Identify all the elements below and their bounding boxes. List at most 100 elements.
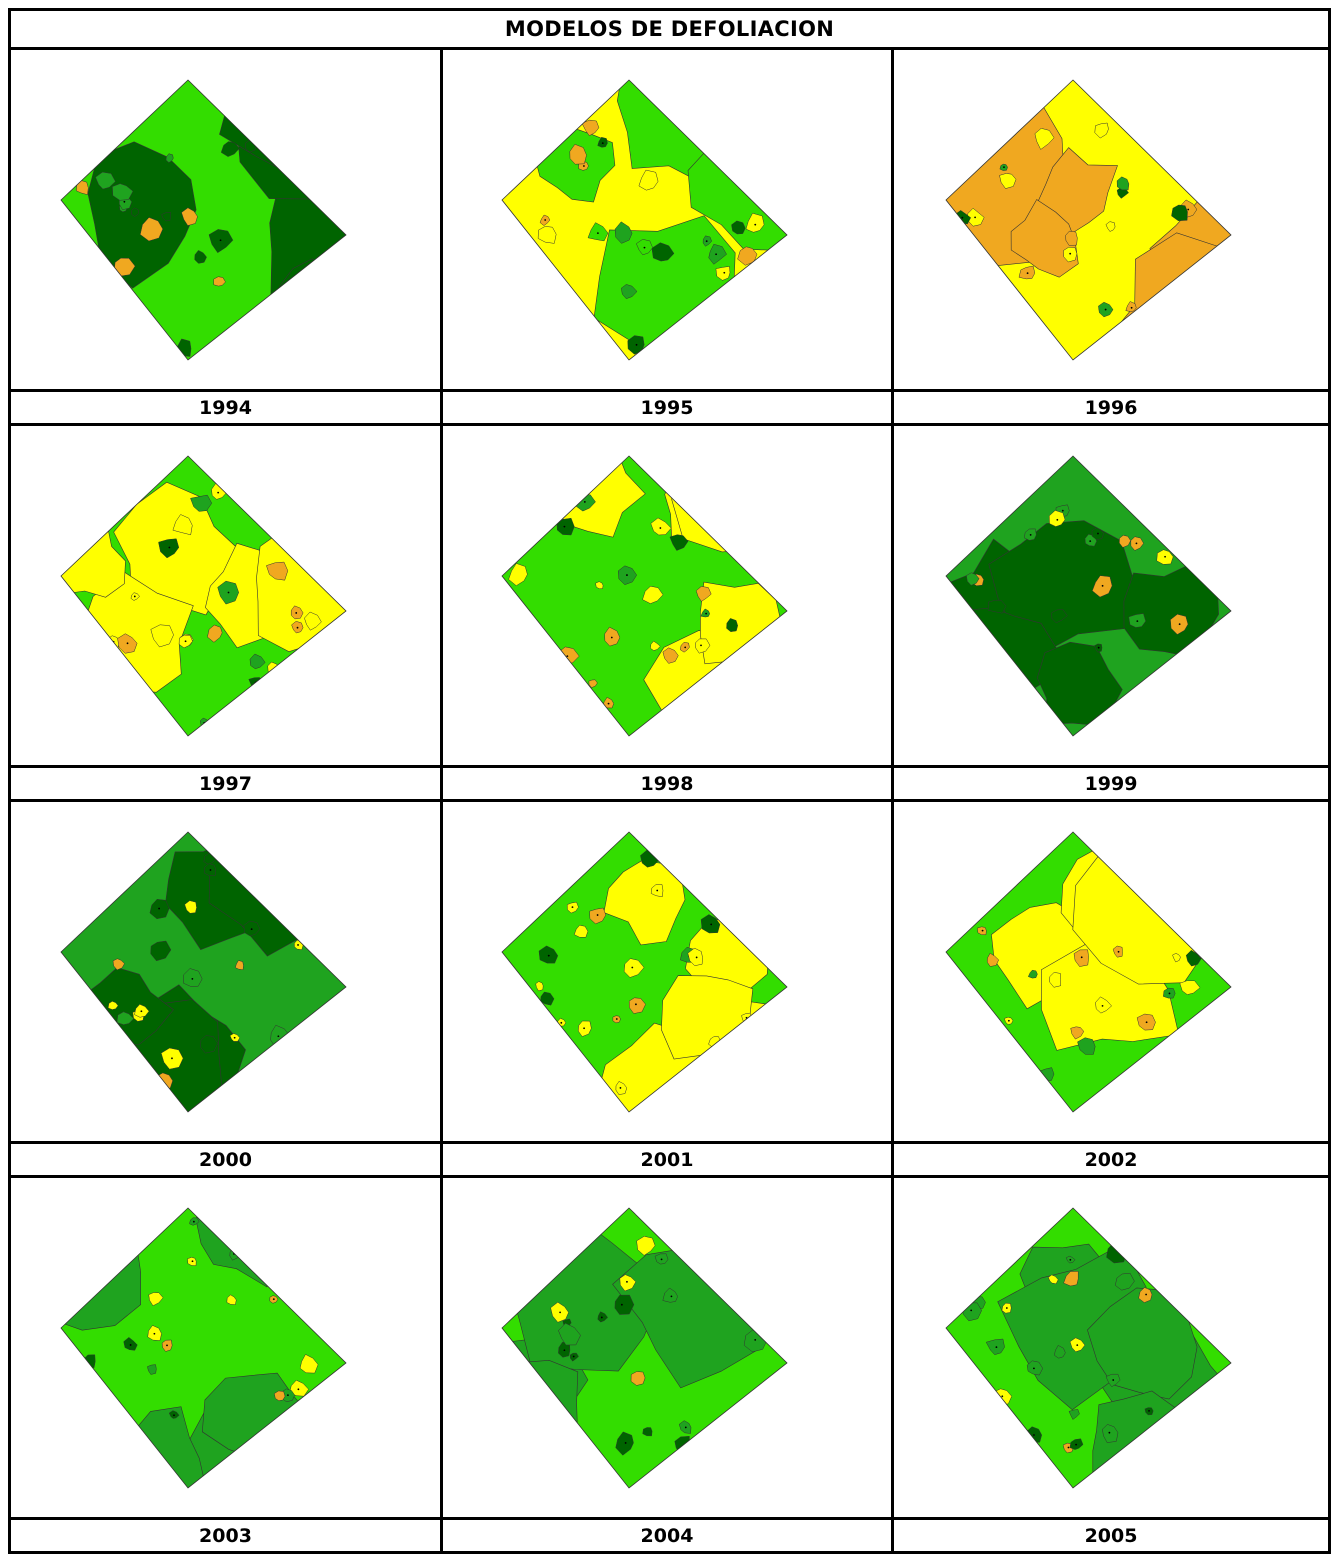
map-spot — [604, 626, 621, 646]
map-spot — [588, 679, 598, 688]
map-spot — [597, 1310, 609, 1322]
map-spot — [147, 1291, 163, 1306]
year-label: 1995 — [640, 396, 694, 419]
map-spot — [1185, 949, 1202, 966]
sample-point — [233, 1036, 236, 1039]
year-label: 2005 — [1084, 1524, 1138, 1547]
map-spot — [650, 517, 672, 535]
map-spot — [122, 1336, 138, 1351]
map-spot — [273, 1390, 285, 1401]
sample-point — [1029, 533, 1032, 536]
plot-outline — [59, 454, 347, 737]
year-cell-2004: 2004 — [440, 1517, 894, 1554]
sample-point — [209, 868, 211, 871]
map-spot — [208, 228, 233, 253]
map-spot — [1125, 300, 1137, 312]
map-cell-2004 — [440, 1175, 894, 1520]
sample-point — [695, 956, 698, 958]
map-spot — [113, 257, 135, 276]
defoliation-sheet: MODELOS DE DEFOLIACION 1994 1995 1996 1997 1… — [7, 8, 1332, 1559]
map-spot — [636, 1235, 656, 1256]
map-spot — [265, 561, 288, 580]
year-label: 1998 — [640, 772, 694, 795]
sample-point — [1075, 1443, 1078, 1446]
sample-point — [961, 216, 964, 219]
year-label: 2003 — [199, 1524, 252, 1547]
map-cell-1998 — [440, 423, 894, 768]
map-spot — [540, 991, 555, 1005]
plot-outline — [501, 454, 788, 737]
map-spot — [146, 1363, 157, 1375]
sample-point — [1187, 208, 1190, 210]
sample-point — [184, 639, 186, 642]
sample-point — [601, 141, 604, 144]
sample-point — [566, 654, 569, 657]
year-cell-1995: 1995 — [440, 389, 894, 426]
sample-point — [1164, 555, 1166, 558]
sample-point — [710, 923, 713, 925]
sample-point — [1056, 518, 1059, 521]
map-spot — [556, 517, 575, 535]
map-spot — [212, 275, 226, 286]
map-spot — [623, 957, 645, 978]
map-spot — [249, 653, 266, 669]
sample-point — [610, 636, 613, 638]
plot-outline — [501, 1206, 788, 1489]
map-cell-2002 — [890, 799, 1332, 1144]
map-spot — [986, 952, 1000, 967]
plot-outline — [945, 1206, 1232, 1489]
sample-point — [1145, 1020, 1148, 1023]
year-label: 1994 — [199, 396, 252, 419]
map-spot — [226, 1293, 237, 1305]
map-spot — [1116, 176, 1130, 190]
sample-point — [167, 546, 170, 548]
sample-point — [1145, 1293, 1148, 1295]
sample-point — [970, 1308, 973, 1311]
sample-point — [139, 1009, 142, 1012]
map-zone — [661, 974, 754, 1059]
map-zone — [593, 214, 736, 360]
map-cell-2001 — [440, 799, 894, 1144]
map-spot — [1065, 230, 1078, 246]
title-cell: MODELOS DE DEFOLIACION — [7, 8, 1332, 50]
sample-point — [619, 1086, 622, 1089]
map-spot — [642, 585, 664, 604]
map-spot — [615, 1080, 628, 1095]
sample-point — [1003, 165, 1005, 168]
map-spot — [628, 997, 646, 1014]
sample-point — [705, 612, 708, 615]
sample-point — [974, 216, 976, 218]
map-spot — [157, 538, 179, 558]
sample-point — [563, 525, 566, 528]
sample-point — [656, 889, 659, 891]
map-spot — [569, 143, 587, 164]
map-spot — [589, 907, 607, 924]
map-spot — [708, 243, 727, 265]
map-spot — [1070, 1026, 1085, 1039]
sample-point — [1097, 646, 1100, 649]
sample-point — [670, 1294, 673, 1297]
map-spot — [669, 533, 689, 551]
map-spot — [700, 913, 721, 933]
year-cell-2003: 2003 — [8, 1517, 443, 1554]
map-spot — [614, 1294, 635, 1315]
sample-point — [1112, 1378, 1115, 1381]
map-spot — [619, 1273, 637, 1291]
map-spot — [1054, 1344, 1066, 1358]
sample-point — [1130, 306, 1133, 309]
sample-point — [635, 1002, 637, 1005]
map-spot — [662, 647, 679, 664]
sample-point — [129, 1343, 132, 1346]
sample-point — [995, 1345, 998, 1348]
defoliation-grid: MODELOS DE DEFOLIACION 1994 1995 1996 1997 1… — [7, 8, 1332, 1554]
sample-point — [624, 1441, 627, 1444]
map-zone — [502, 276, 590, 360]
map-spot — [1119, 534, 1131, 548]
sample-point — [296, 1387, 299, 1390]
defoliation-map — [59, 1206, 347, 1489]
map-spot — [180, 207, 198, 226]
map-cell-1995 — [440, 47, 894, 392]
sample-point — [1069, 1258, 1072, 1261]
plot-outline — [945, 78, 1232, 361]
sample-point — [216, 491, 219, 493]
